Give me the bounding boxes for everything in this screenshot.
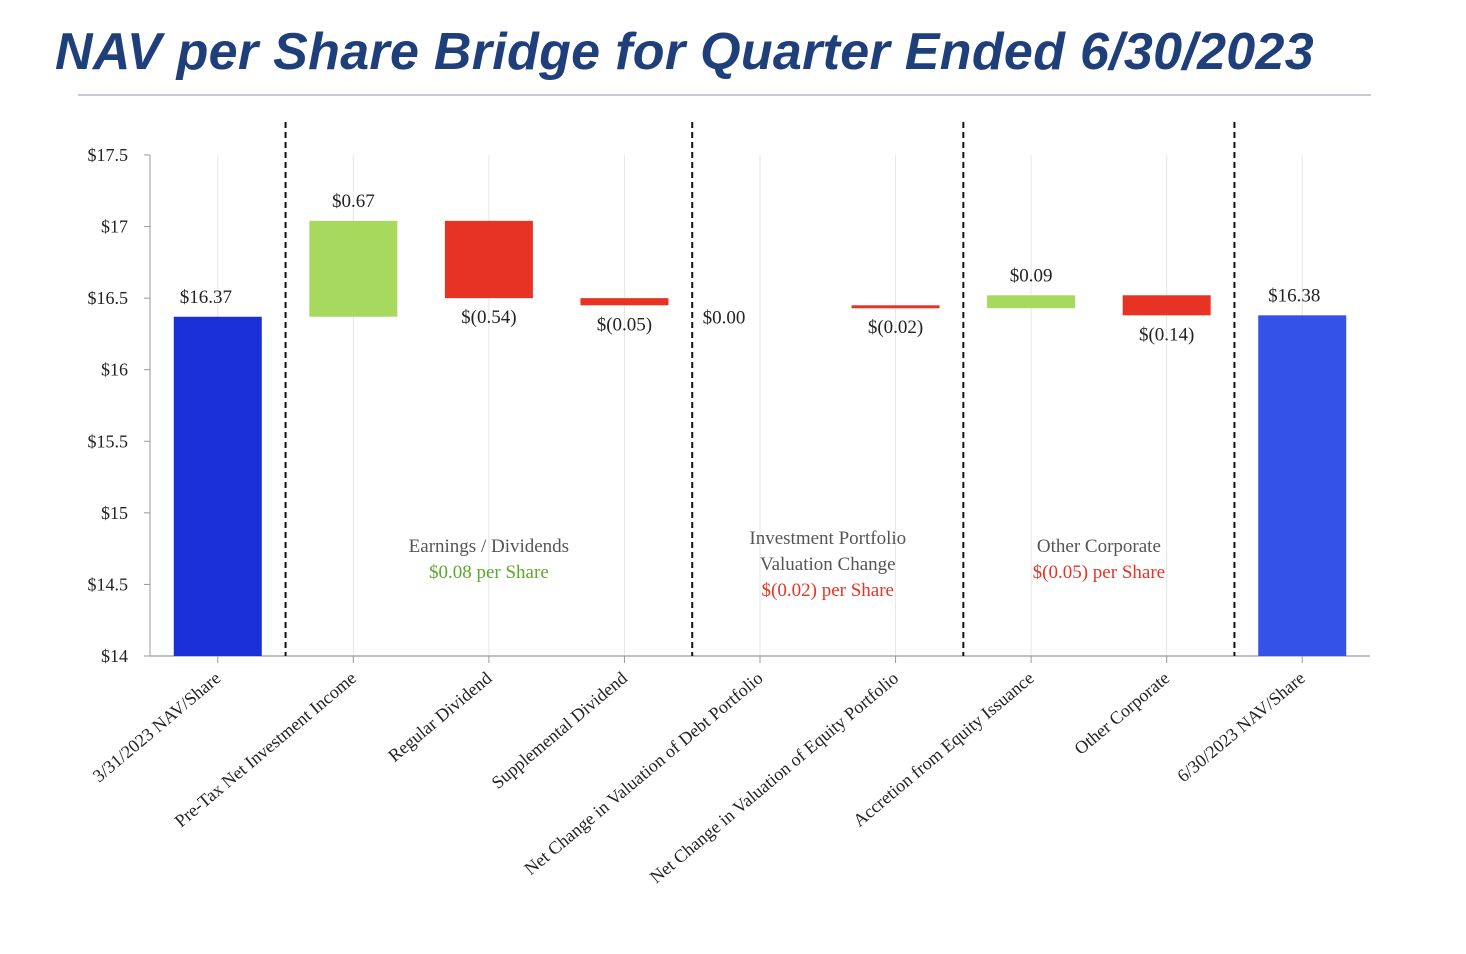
title-divider [78,94,1371,96]
group-label: Valuation Change [760,554,896,575]
group-label: Earnings / Dividends [409,536,569,557]
group-summary: $0.08 per Share [429,562,549,583]
bar [309,220,398,317]
bar [1258,315,1347,656]
data-label: $(0.05) [597,314,652,335]
group-label: Other Corporate [1037,536,1161,557]
bar [173,316,262,656]
bar [1122,295,1211,316]
data-label: $(0.54) [461,307,516,328]
data-label: $0.00 [703,307,746,328]
x-category-label: Other Corporate [1070,668,1173,759]
y-tick-label: $15 [101,503,128,523]
data-label: $16.37 [180,287,232,308]
data-label: $(0.02) [868,317,923,338]
bar [580,298,669,306]
y-tick-label: $16.5 [88,288,129,308]
data-label: $16.38 [1268,285,1320,306]
y-tick-label: $14 [101,646,128,666]
data-label: $0.09 [1010,265,1053,286]
x-category-label: 3/31/2023 NAV/Share [89,668,225,786]
group-label: Investment Portfolio [749,528,906,549]
bar [987,295,1076,309]
page-title: NAV per Share Bridge for Quarter Ended 6… [55,23,1314,81]
x-category-label: Regular Dividend [384,668,495,766]
bar [444,220,533,299]
group-summary: $(0.05) per Share [1033,562,1165,583]
group-summary: $(0.02) per Share [762,580,894,601]
x-category-label: Net Change in Valuation of Debt Portfoli… [520,668,766,879]
x-category-label: Net Change in Valuation of Equity Portfo… [646,668,902,887]
y-tick-label: $17.5 [88,145,129,165]
data-label: $0.67 [332,191,375,212]
y-tick-label: $14.5 [88,574,129,594]
y-tick-label: $17 [101,217,128,237]
y-tick-label: $15.5 [88,431,129,451]
x-category-label: 6/30/2023 NAV/Share [1173,668,1309,786]
x-category-label: Supplemental Dividend [488,668,631,793]
bar [851,305,940,309]
y-tick-label: $16 [101,360,128,380]
data-label: $(0.14) [1139,324,1194,345]
